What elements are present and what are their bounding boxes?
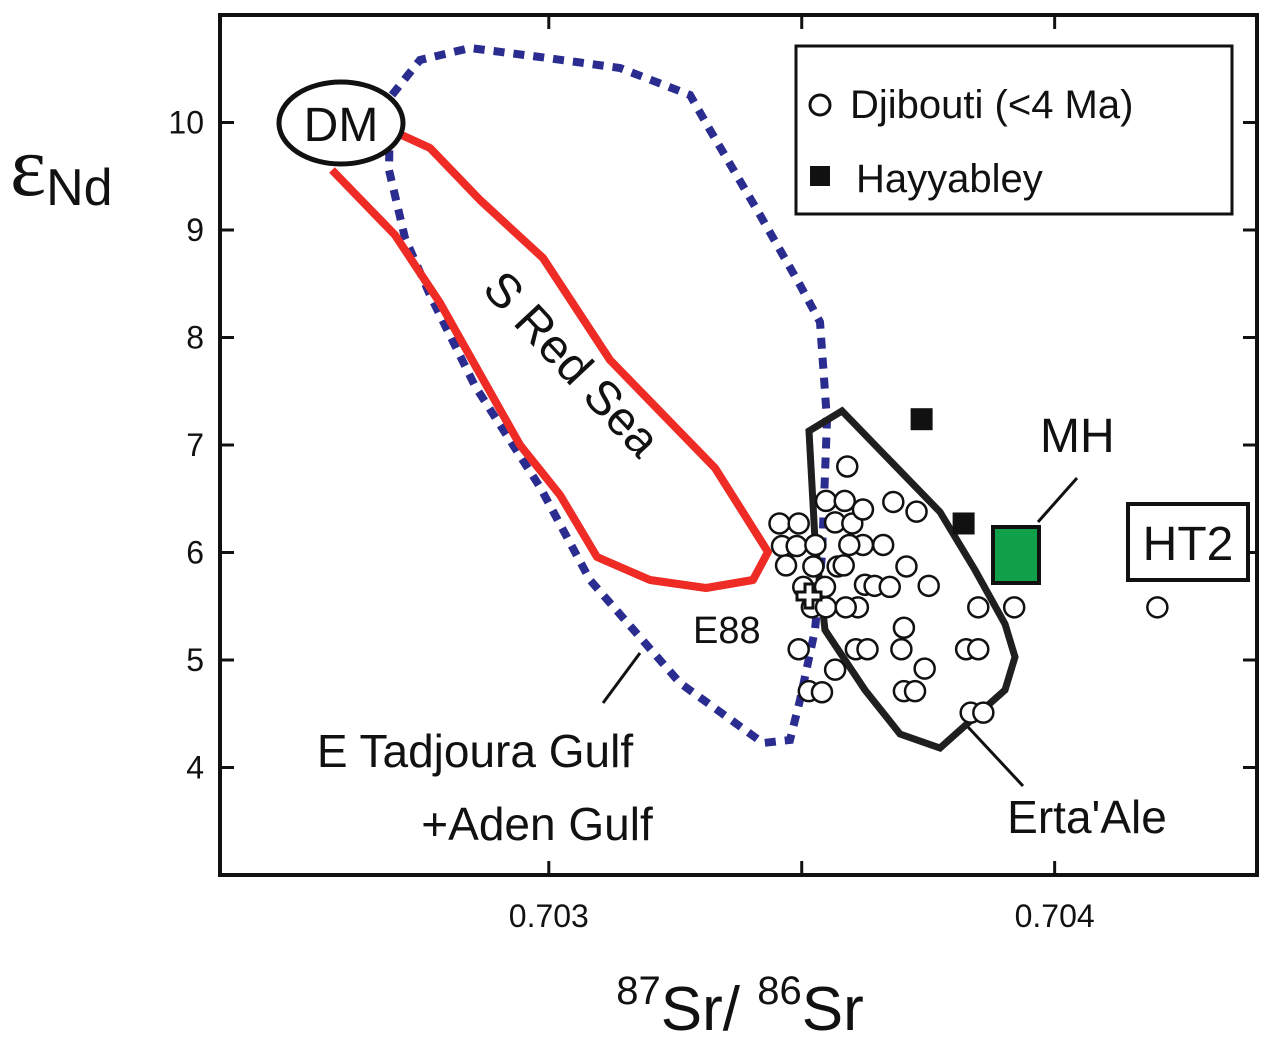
djibouti-point xyxy=(833,489,856,513)
legend: Djibouti (<4 Ma) Hayyabley xyxy=(794,44,1234,216)
djibouti-point xyxy=(882,490,905,514)
djibouti-point xyxy=(890,638,913,661)
djibouti-point xyxy=(895,555,918,578)
djibouti-point xyxy=(851,498,875,521)
erta-ale-label: Erta'Ale xyxy=(1007,791,1167,843)
legend-hayyabley-label: Hayyabley xyxy=(856,157,1043,201)
dm-ellipse xyxy=(276,79,406,167)
djibouti-point xyxy=(836,455,859,478)
mh-label: MH xyxy=(1040,410,1115,463)
djibouti-point xyxy=(838,533,861,557)
djibouti-point xyxy=(967,596,990,619)
djibouti-point xyxy=(814,489,838,513)
mh-box xyxy=(991,525,1041,585)
y-tick-label: 4 xyxy=(186,750,204,786)
tadjoura-label-line2: +Aden Gulf xyxy=(421,798,653,850)
x-axis-sup2: 86 xyxy=(757,969,802,1013)
y-tick-label: 6 xyxy=(186,535,204,571)
djibouti-point xyxy=(972,701,995,724)
hayyabley-point xyxy=(952,512,975,535)
x-axis-label: 87Sr/ 86Sr xyxy=(616,969,863,1044)
ht2-label: HT2 xyxy=(1143,518,1234,571)
ht2-box xyxy=(1126,502,1250,582)
djibouti-point xyxy=(785,534,808,558)
djibouti-point xyxy=(913,657,936,680)
tadjoura-label-line1: E Tadjoura Gulf xyxy=(317,725,633,777)
e88-cross-marker xyxy=(795,582,823,610)
djibouti-point xyxy=(903,679,927,703)
red-sea-field xyxy=(329,122,772,592)
y-tick-label: 10 xyxy=(168,105,204,141)
djibouti-point xyxy=(834,596,857,619)
djibouti-point xyxy=(823,658,847,681)
x-axis-base2: Sr xyxy=(802,975,864,1044)
y-axis-symbol: ε xyxy=(10,118,46,214)
e88-label: E88 xyxy=(693,610,761,652)
x-axis-sup1: 87 xyxy=(616,969,661,1013)
djibouti-point xyxy=(804,533,827,557)
y-tick-label: 7 xyxy=(186,427,204,463)
dm-label: DM xyxy=(304,99,379,152)
legend-djibouti-label: Djibouti (<4 Ma) xyxy=(850,83,1133,127)
legend-filled-square-marker xyxy=(810,166,830,186)
legend-open-circle-marker xyxy=(808,93,832,117)
y-tick-label: 5 xyxy=(186,642,204,678)
djibouti-point xyxy=(892,616,916,639)
x-axis-base1: Sr/ xyxy=(661,975,757,1044)
djibouti-point xyxy=(856,638,879,661)
y-tick-label: 9 xyxy=(186,212,204,248)
djibouti-point xyxy=(787,512,810,535)
djibouti-point xyxy=(810,681,834,704)
y-tick-label: 8 xyxy=(186,320,204,356)
djibouti-point xyxy=(774,554,798,577)
data-points xyxy=(768,408,1169,724)
hayyabley-point xyxy=(910,408,933,431)
djibouti-point xyxy=(967,638,990,661)
djibouti-point xyxy=(917,574,940,598)
djibouti-point xyxy=(787,638,810,661)
x-tick-label: 0.703 xyxy=(509,898,589,934)
djibouti-point xyxy=(878,575,902,599)
djibouti-point xyxy=(1146,596,1169,619)
djibouti-point xyxy=(1002,596,1026,619)
mh-leader-line xyxy=(1036,477,1079,523)
djibouti-point xyxy=(768,512,791,535)
djibouti-point xyxy=(832,554,855,577)
legend-box xyxy=(794,44,1234,216)
erta-ale-field xyxy=(805,406,1019,752)
tadjoura-leader-line xyxy=(601,652,642,704)
djibouti-point xyxy=(905,500,928,523)
djibouti-point xyxy=(871,533,895,557)
djibouti-point xyxy=(802,555,825,578)
erta-ale-leader-line xyxy=(966,725,1025,788)
y-axis-subscript: Nd xyxy=(46,159,112,217)
y-axis-label: εNd xyxy=(10,118,113,217)
red-sea-label: S Red Sea xyxy=(473,261,670,467)
x-tick-label: 0.704 xyxy=(1015,898,1095,934)
